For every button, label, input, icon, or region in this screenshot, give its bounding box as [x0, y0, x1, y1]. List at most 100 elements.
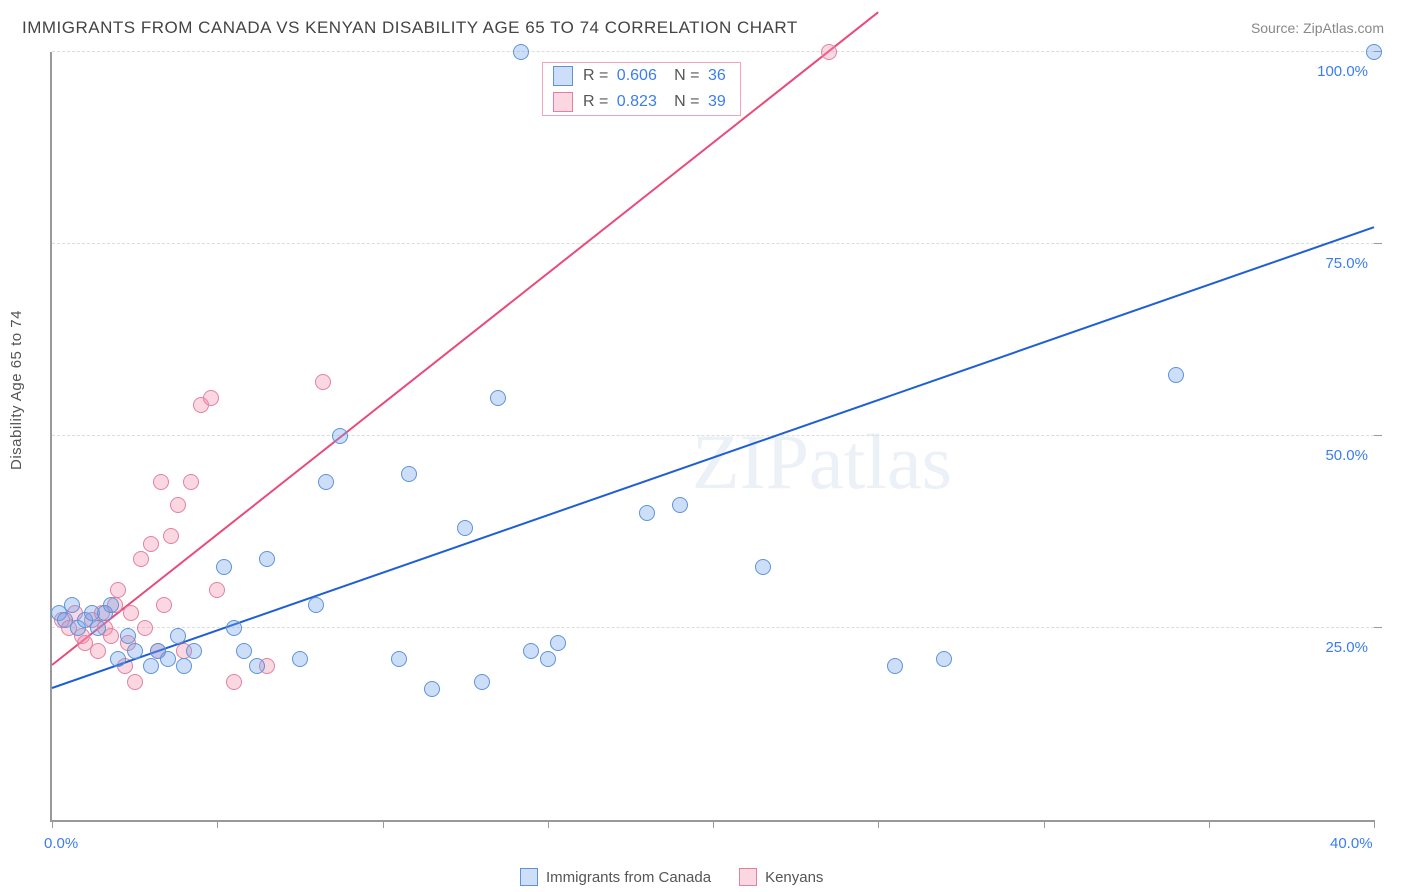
- legend-label: Kenyans: [765, 869, 823, 886]
- data-point: [133, 551, 149, 567]
- data-point: [64, 597, 80, 613]
- legend-r-value: 0.823: [617, 93, 657, 111]
- data-point: [127, 643, 143, 659]
- data-point: [332, 428, 348, 444]
- data-point: [474, 674, 490, 690]
- y-tick: [1374, 435, 1382, 436]
- series-legend: Immigrants from Canada Kenyans: [520, 868, 851, 886]
- data-point: [156, 597, 172, 613]
- y-tick-label: 50.0%: [1325, 447, 1368, 464]
- data-point: [209, 582, 225, 598]
- x-tick-label: 40.0%: [1330, 835, 1373, 852]
- y-tick: [1374, 627, 1382, 628]
- data-point: [203, 390, 219, 406]
- watermark: ZIPatlas: [692, 417, 952, 507]
- data-point: [249, 658, 265, 674]
- data-point: [176, 658, 192, 674]
- data-point: [120, 628, 136, 644]
- data-point: [424, 681, 440, 697]
- gridline: [52, 243, 1374, 244]
- watermark-light: atlas: [809, 418, 952, 505]
- data-point: [226, 674, 242, 690]
- data-point: [639, 505, 655, 521]
- y-axis-title: Disability Age 65 to 74: [8, 310, 25, 470]
- x-tick: [383, 820, 384, 828]
- data-point: [391, 651, 407, 667]
- data-point: [936, 651, 952, 667]
- data-point: [90, 620, 106, 636]
- y-tick-label: 75.0%: [1325, 255, 1368, 272]
- data-point: [457, 520, 473, 536]
- trendline: [52, 227, 1375, 690]
- data-point: [236, 643, 252, 659]
- legend-swatch: [553, 92, 573, 112]
- x-tick: [548, 820, 549, 828]
- legend-swatch: [520, 868, 538, 886]
- data-point: [292, 651, 308, 667]
- x-tick-label: 0.0%: [44, 835, 78, 852]
- data-point: [183, 474, 199, 490]
- data-point: [1366, 44, 1382, 60]
- chart-title: IMMIGRANTS FROM CANADA VS KENYAN DISABIL…: [22, 18, 798, 38]
- legend-r-value: 0.606: [617, 67, 657, 85]
- source-attribution: Source: ZipAtlas.com: [1251, 20, 1384, 36]
- data-point: [821, 44, 837, 60]
- data-point: [90, 643, 106, 659]
- data-point: [226, 620, 242, 636]
- x-tick: [217, 820, 218, 828]
- data-point: [401, 466, 417, 482]
- data-point: [170, 497, 186, 513]
- data-point: [887, 658, 903, 674]
- legend-r-label: R =: [583, 93, 613, 111]
- data-point: [315, 374, 331, 390]
- legend-swatch: [739, 868, 757, 886]
- x-tick: [1374, 820, 1375, 828]
- y-tick: [1374, 243, 1382, 244]
- plot-area: ZIPatlas R = 0.606 N = 36R = 0.823 N = 3…: [50, 52, 1374, 822]
- data-point: [513, 44, 529, 60]
- data-point: [523, 643, 539, 659]
- y-tick-label: 100.0%: [1317, 63, 1368, 80]
- gridline: [52, 627, 1374, 628]
- data-point: [259, 551, 275, 567]
- legend-row: R = 0.606 N = 36: [543, 63, 740, 89]
- data-point: [540, 651, 556, 667]
- data-point: [490, 390, 506, 406]
- x-tick: [1209, 820, 1210, 828]
- data-point: [186, 643, 202, 659]
- data-point: [103, 597, 119, 613]
- x-tick: [1044, 820, 1045, 828]
- data-point: [160, 651, 176, 667]
- data-point: [308, 597, 324, 613]
- legend-r-label: R =: [583, 67, 613, 85]
- y-tick-label: 25.0%: [1325, 639, 1368, 656]
- x-tick: [713, 820, 714, 828]
- data-point: [672, 497, 688, 513]
- data-point: [755, 559, 771, 575]
- legend-n-label: N =: [661, 67, 704, 85]
- legend-n-label: N =: [661, 93, 704, 111]
- data-point: [127, 674, 143, 690]
- data-point: [110, 651, 126, 667]
- data-point: [550, 635, 566, 651]
- data-point: [110, 582, 126, 598]
- legend-label: Immigrants from Canada: [546, 869, 711, 886]
- correlation-legend: R = 0.606 N = 36R = 0.823 N = 39: [542, 62, 741, 116]
- data-point: [170, 628, 186, 644]
- legend-swatch: [553, 66, 573, 86]
- x-tick: [878, 820, 879, 828]
- data-point: [123, 605, 139, 621]
- data-point: [143, 536, 159, 552]
- data-point: [318, 474, 334, 490]
- legend-n-value: 36: [708, 67, 726, 85]
- legend-n-value: 39: [708, 93, 726, 111]
- data-point: [153, 474, 169, 490]
- gridline: [52, 435, 1374, 436]
- data-point: [137, 620, 153, 636]
- data-point: [1168, 367, 1184, 383]
- data-point: [163, 528, 179, 544]
- gridline: [52, 51, 1374, 52]
- legend-row: R = 0.823 N = 39: [543, 89, 740, 115]
- data-point: [143, 658, 159, 674]
- x-tick: [52, 820, 53, 828]
